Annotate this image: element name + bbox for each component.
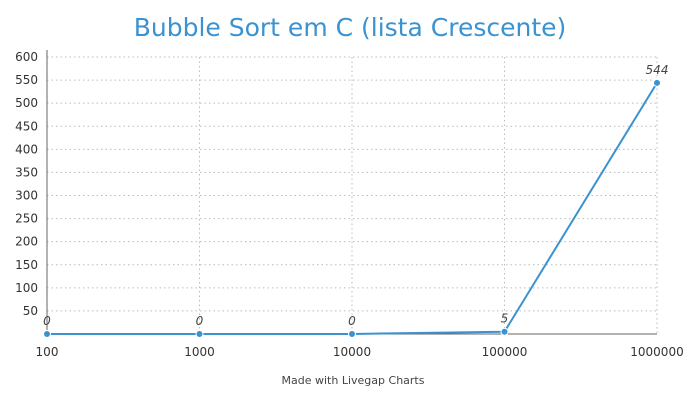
y-tick-label: 100 (15, 281, 38, 295)
data-labels: 0 0 0 5 544 (43, 63, 668, 328)
data-point (195, 330, 204, 338)
x-axis-ticks: 100 1000 10000 100000 1000000 (36, 345, 684, 359)
y-tick-label: 200 (15, 235, 38, 249)
data-label: 0 (43, 314, 51, 328)
y-tick-label: 550 (15, 73, 38, 87)
data-label: 0 (196, 314, 204, 328)
y-tick-label: 300 (15, 189, 38, 203)
y-tick-label: 500 (15, 96, 38, 110)
x-tick-label: 100000 (482, 345, 528, 359)
data-label: 5 (501, 312, 509, 326)
x-tick-label: 10000 (333, 345, 371, 359)
x-tick-label: 1000 (184, 345, 215, 359)
x-tick-label: 1000000 (630, 345, 683, 359)
data-points (43, 78, 661, 338)
data-point (348, 330, 356, 338)
data-point (653, 78, 661, 87)
x-tick-label: 100 (36, 345, 59, 359)
gridlines (47, 56, 658, 334)
y-axis-ticks: 50 100 150 200 250 300 350 400 450 500 550 600 (15, 50, 38, 318)
chart-credit: Made with Livegap Charts (282, 374, 425, 387)
data-point (500, 327, 509, 336)
y-tick-label: 450 (15, 119, 38, 133)
y-tick-label: 600 (15, 50, 38, 64)
y-tick-label: 400 (15, 142, 38, 156)
y-tick-label: 250 (15, 212, 38, 226)
y-tick-label: 50 (23, 304, 38, 318)
data-point (43, 330, 51, 338)
y-tick-label: 350 (15, 165, 38, 179)
chart-title: Bubble Sort em C (lista Crescente) (134, 13, 567, 42)
data-label: 0 (348, 314, 356, 328)
y-tick-label: 150 (15, 258, 38, 272)
data-label: 544 (646, 63, 669, 77)
